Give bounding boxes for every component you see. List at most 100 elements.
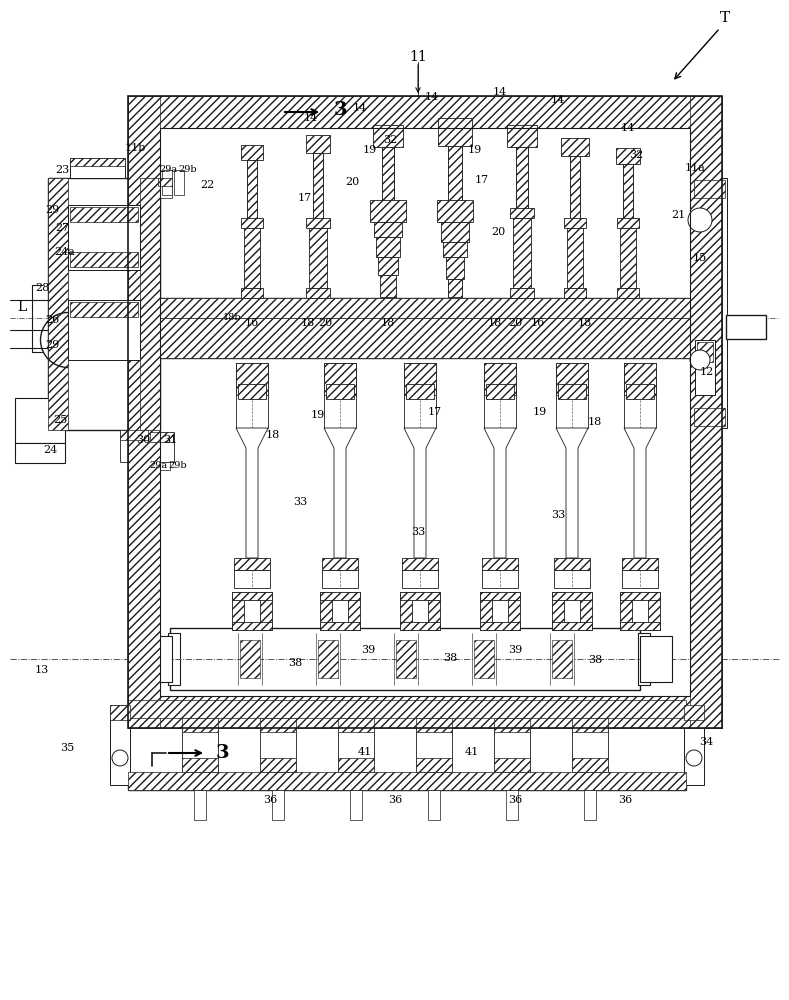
Bar <box>494 718 530 732</box>
Text: E: E <box>742 320 750 334</box>
Bar <box>508 592 520 630</box>
Bar <box>338 718 374 772</box>
Bar <box>318 640 338 678</box>
Polygon shape <box>324 428 356 558</box>
Bar <box>416 718 452 772</box>
Bar <box>260 758 296 772</box>
Bar <box>624 363 656 395</box>
Bar <box>15 443 65 463</box>
Polygon shape <box>484 428 516 558</box>
Bar <box>564 218 586 228</box>
Text: 28: 28 <box>35 283 49 293</box>
Bar <box>474 640 494 678</box>
Text: 18: 18 <box>488 318 502 328</box>
Bar <box>148 448 158 470</box>
Bar <box>68 205 140 270</box>
Bar <box>480 592 492 630</box>
Text: 17: 17 <box>475 175 489 185</box>
Bar <box>182 718 218 732</box>
Bar <box>313 153 323 225</box>
Bar <box>620 622 660 630</box>
Text: 18: 18 <box>578 318 592 328</box>
Bar <box>694 408 725 426</box>
Bar <box>128 700 686 790</box>
Text: 18b: 18b <box>222 314 241 322</box>
Bar <box>160 128 690 696</box>
Bar <box>486 384 514 399</box>
Bar <box>584 790 596 820</box>
Bar <box>617 288 639 298</box>
Bar <box>494 758 530 772</box>
Text: 24: 24 <box>43 445 57 455</box>
Bar <box>620 228 636 288</box>
Bar <box>697 342 713 362</box>
Bar <box>572 718 608 732</box>
Bar <box>623 164 633 298</box>
Bar <box>350 790 362 820</box>
Bar <box>373 125 403 147</box>
Text: 33: 33 <box>551 510 565 520</box>
Bar <box>240 640 260 678</box>
Bar <box>552 622 592 630</box>
Text: 19: 19 <box>363 145 377 155</box>
Bar <box>260 718 296 732</box>
Bar <box>160 298 690 318</box>
Bar <box>382 147 394 222</box>
Circle shape <box>688 208 712 232</box>
Bar <box>448 146 462 298</box>
Bar <box>322 570 358 588</box>
Bar <box>561 138 589 156</box>
Bar <box>110 705 130 720</box>
Bar <box>232 622 272 630</box>
Bar <box>324 363 356 428</box>
Text: 17: 17 <box>428 407 442 417</box>
Bar <box>580 592 592 630</box>
Bar <box>516 147 528 298</box>
Bar <box>567 228 583 288</box>
Bar <box>236 363 268 428</box>
Bar <box>324 363 356 395</box>
Bar <box>684 705 704 785</box>
Bar <box>120 430 148 440</box>
Bar <box>160 448 170 470</box>
Bar <box>396 640 416 678</box>
Bar <box>640 636 672 682</box>
Bar <box>626 384 654 399</box>
Bar <box>428 592 440 630</box>
Text: 16: 16 <box>531 318 545 328</box>
Bar <box>140 636 172 682</box>
Bar <box>120 430 148 462</box>
Text: 30: 30 <box>136 435 150 445</box>
Bar <box>428 790 440 820</box>
Text: 18: 18 <box>381 318 395 328</box>
Text: 25: 25 <box>53 415 67 425</box>
Bar <box>174 170 184 195</box>
Bar <box>70 302 138 317</box>
Text: 34: 34 <box>699 737 713 747</box>
Text: 20: 20 <box>508 318 522 328</box>
Text: 19: 19 <box>311 410 325 420</box>
Bar <box>70 158 125 178</box>
Bar <box>552 592 564 630</box>
Text: 20: 20 <box>491 227 505 237</box>
Text: 31: 31 <box>163 435 177 445</box>
Bar <box>400 592 412 630</box>
Bar <box>272 790 284 820</box>
Bar <box>556 363 588 428</box>
Bar <box>494 718 530 772</box>
Text: 16: 16 <box>245 318 259 328</box>
Bar <box>306 218 330 228</box>
Bar <box>404 363 436 395</box>
Bar <box>506 790 518 820</box>
Bar <box>320 622 360 630</box>
Bar <box>570 156 580 298</box>
Bar <box>480 592 520 600</box>
Text: 21: 21 <box>671 210 685 220</box>
Bar <box>234 570 270 588</box>
Bar <box>306 288 330 298</box>
Text: 29: 29 <box>45 340 59 350</box>
Text: 33: 33 <box>411 527 425 537</box>
Bar <box>241 145 263 160</box>
Circle shape <box>112 750 128 766</box>
Bar <box>309 228 327 288</box>
